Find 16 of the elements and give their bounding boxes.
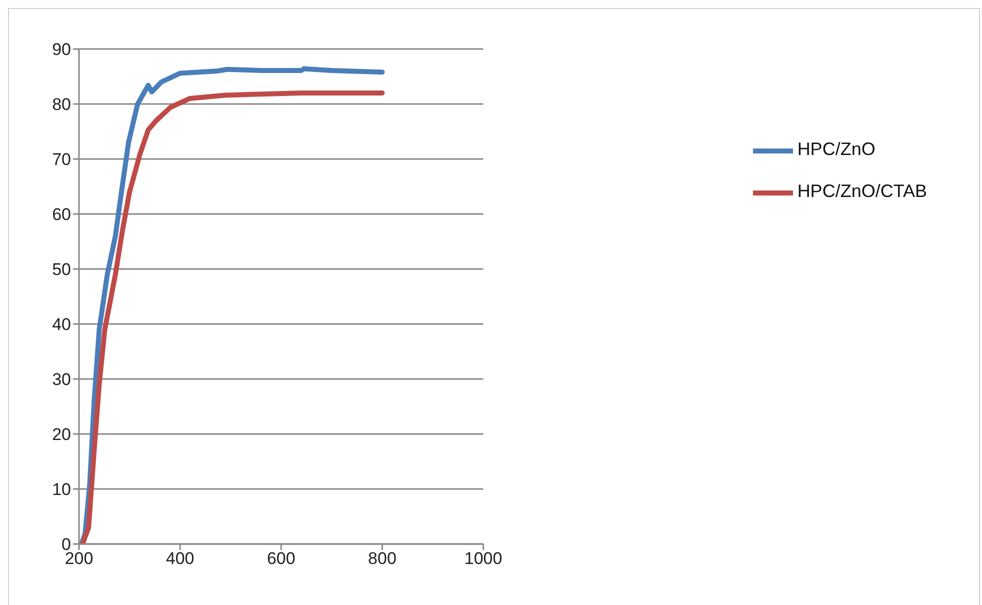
x-tick-label: 800 bbox=[368, 549, 396, 568]
y-tick-label: 60 bbox=[52, 205, 71, 224]
y-tick-label: 70 bbox=[52, 150, 71, 170]
legend-label: HPC/ZnO bbox=[797, 139, 876, 159]
y-tick-label: 90 bbox=[52, 40, 71, 60]
x-tick-label: 200 bbox=[64, 549, 94, 568]
y-tick-label: 30 bbox=[52, 370, 71, 390]
x-tick-label: 1000 bbox=[464, 549, 502, 568]
y-tick-label: 50 bbox=[52, 260, 71, 280]
x-tick-label: 600 bbox=[266, 549, 296, 568]
legend-label: HPC/ZnO/CTAB bbox=[797, 180, 927, 201]
y-tick-label: 20 bbox=[52, 425, 71, 444]
y-tick-label: 80 bbox=[52, 95, 71, 114]
x-tick-label: 400 bbox=[166, 549, 194, 568]
y-tick-label: 10 bbox=[52, 480, 71, 500]
y-tick-label: 40 bbox=[52, 315, 71, 334]
